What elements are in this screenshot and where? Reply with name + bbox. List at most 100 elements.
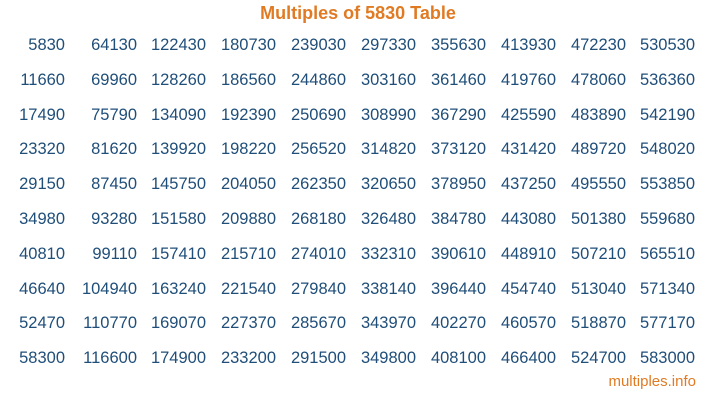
table-cell: 17490 [19, 105, 65, 124]
table-cell: 448910 [500, 244, 556, 263]
table-cell: 425590 [500, 105, 556, 124]
table-cell: 577170 [639, 314, 695, 333]
table-cell: 349800 [360, 349, 416, 368]
table-cell: 192390 [220, 105, 276, 124]
table-cell: 279840 [290, 279, 346, 298]
table-cell: 460570 [500, 314, 556, 333]
table-cell: 565510 [639, 244, 695, 263]
table-cell: 11660 [20, 70, 65, 89]
table-cell: 402270 [430, 314, 486, 333]
table-cell: 204050 [220, 175, 276, 194]
table-cell: 314820 [360, 140, 416, 159]
table-cell: 571340 [639, 279, 695, 298]
table-cell: 256520 [290, 140, 346, 159]
table-cell: 145750 [150, 175, 206, 194]
table-cell: 507210 [570, 244, 626, 263]
table-cell: 466400 [500, 349, 556, 368]
table-cell: 23320 [19, 140, 65, 159]
table-cell: 355630 [430, 36, 486, 54]
table-cell: 338140 [360, 279, 416, 298]
table-cell: 274010 [290, 244, 346, 263]
table-cell: 227370 [220, 314, 276, 333]
table-cell: 128260 [150, 70, 206, 89]
table-cell: 110770 [83, 314, 137, 333]
table-cell: 501380 [570, 210, 626, 228]
table-cell: 320650 [360, 175, 416, 194]
table-cell: 297330 [360, 36, 416, 54]
table-cell: 437250 [500, 175, 556, 194]
table-cell: 373120 [430, 140, 486, 159]
table-cell: 163240 [150, 279, 206, 298]
table-cell: 390610 [430, 244, 486, 263]
table-cell: 151580 [150, 210, 206, 228]
table-cell: 518870 [570, 314, 626, 333]
table-cell: 553850 [639, 175, 695, 194]
table-cell: 250690 [290, 105, 346, 124]
table-cell: 34980 [19, 210, 65, 228]
table-cell: 5830 [28, 36, 65, 54]
table-cell: 209880 [220, 210, 276, 228]
table-cell: 29150 [19, 175, 65, 194]
table-cell: 343970 [360, 314, 416, 333]
table-cell: 454740 [500, 279, 556, 298]
table-cell: 244860 [290, 70, 346, 89]
table-cell: 361460 [430, 70, 486, 89]
table-cell: 443080 [500, 210, 556, 228]
table-cell: 69960 [91, 70, 137, 89]
table-cell: 186560 [220, 70, 276, 89]
table-cell: 81620 [91, 140, 137, 159]
table-cell: 303160 [360, 70, 416, 89]
table-cell: 221540 [220, 279, 276, 298]
table-cell: 233200 [220, 349, 276, 368]
table-cell: 157410 [150, 244, 206, 263]
table-cell: 122430 [150, 36, 206, 54]
table-cell: 99110 [92, 244, 137, 263]
site-link[interactable]: multiples.info [608, 373, 696, 390]
table-cell: 40810 [19, 244, 65, 263]
table-cell: 332310 [360, 244, 416, 263]
table-cell: 513040 [570, 279, 626, 298]
table-cell: 472230 [570, 36, 626, 54]
table-cell: 239030 [290, 36, 346, 54]
table-cell: 548020 [639, 140, 695, 159]
table-cell: 559680 [639, 210, 695, 228]
table-cell: 396440 [430, 279, 486, 298]
table-cell: 180730 [220, 36, 276, 54]
page-title: Multiples of 5830 Table [260, 3, 456, 23]
table-cell: 483890 [570, 105, 626, 124]
table-cell: 291500 [290, 349, 346, 368]
table-cell: 268180 [290, 210, 346, 228]
table-cell: 524700 [570, 349, 626, 368]
table-cell: 308990 [360, 105, 416, 124]
table-cell: 384780 [430, 210, 486, 228]
table-cell: 134090 [150, 105, 206, 124]
table-cell: 104940 [81, 279, 137, 298]
table-cell: 75790 [91, 105, 137, 124]
table-cell: 52470 [19, 314, 65, 333]
table-cell: 378950 [430, 175, 486, 194]
table-cell: 46640 [19, 279, 65, 298]
table-cell: 408100 [430, 349, 486, 368]
table-cell: 431420 [500, 140, 556, 159]
table-cell: 419760 [500, 70, 556, 89]
table-cell: 413930 [500, 36, 556, 54]
table-cell: 262350 [290, 175, 346, 194]
table-cell: 215710 [220, 244, 276, 263]
table-cell: 116600 [83, 349, 137, 368]
table-cell: 139920 [150, 140, 206, 159]
table-cell: 169070 [150, 314, 206, 333]
table-cell: 93280 [91, 210, 137, 228]
table-cell: 367290 [430, 105, 486, 124]
table-cell: 285670 [290, 314, 346, 333]
table-cell: 542190 [639, 105, 695, 124]
table-cell: 583000 [639, 349, 695, 368]
table-cell: 489720 [570, 140, 626, 159]
table-cell: 495550 [570, 175, 626, 194]
table-cell: 64130 [91, 36, 137, 54]
table-cell: 530530 [639, 36, 695, 54]
table-cell: 478060 [570, 70, 626, 89]
table-cell: 58300 [19, 349, 65, 368]
table-cell: 536360 [639, 70, 695, 89]
table-cell: 174900 [150, 349, 206, 368]
table-cell: 198220 [220, 140, 276, 159]
